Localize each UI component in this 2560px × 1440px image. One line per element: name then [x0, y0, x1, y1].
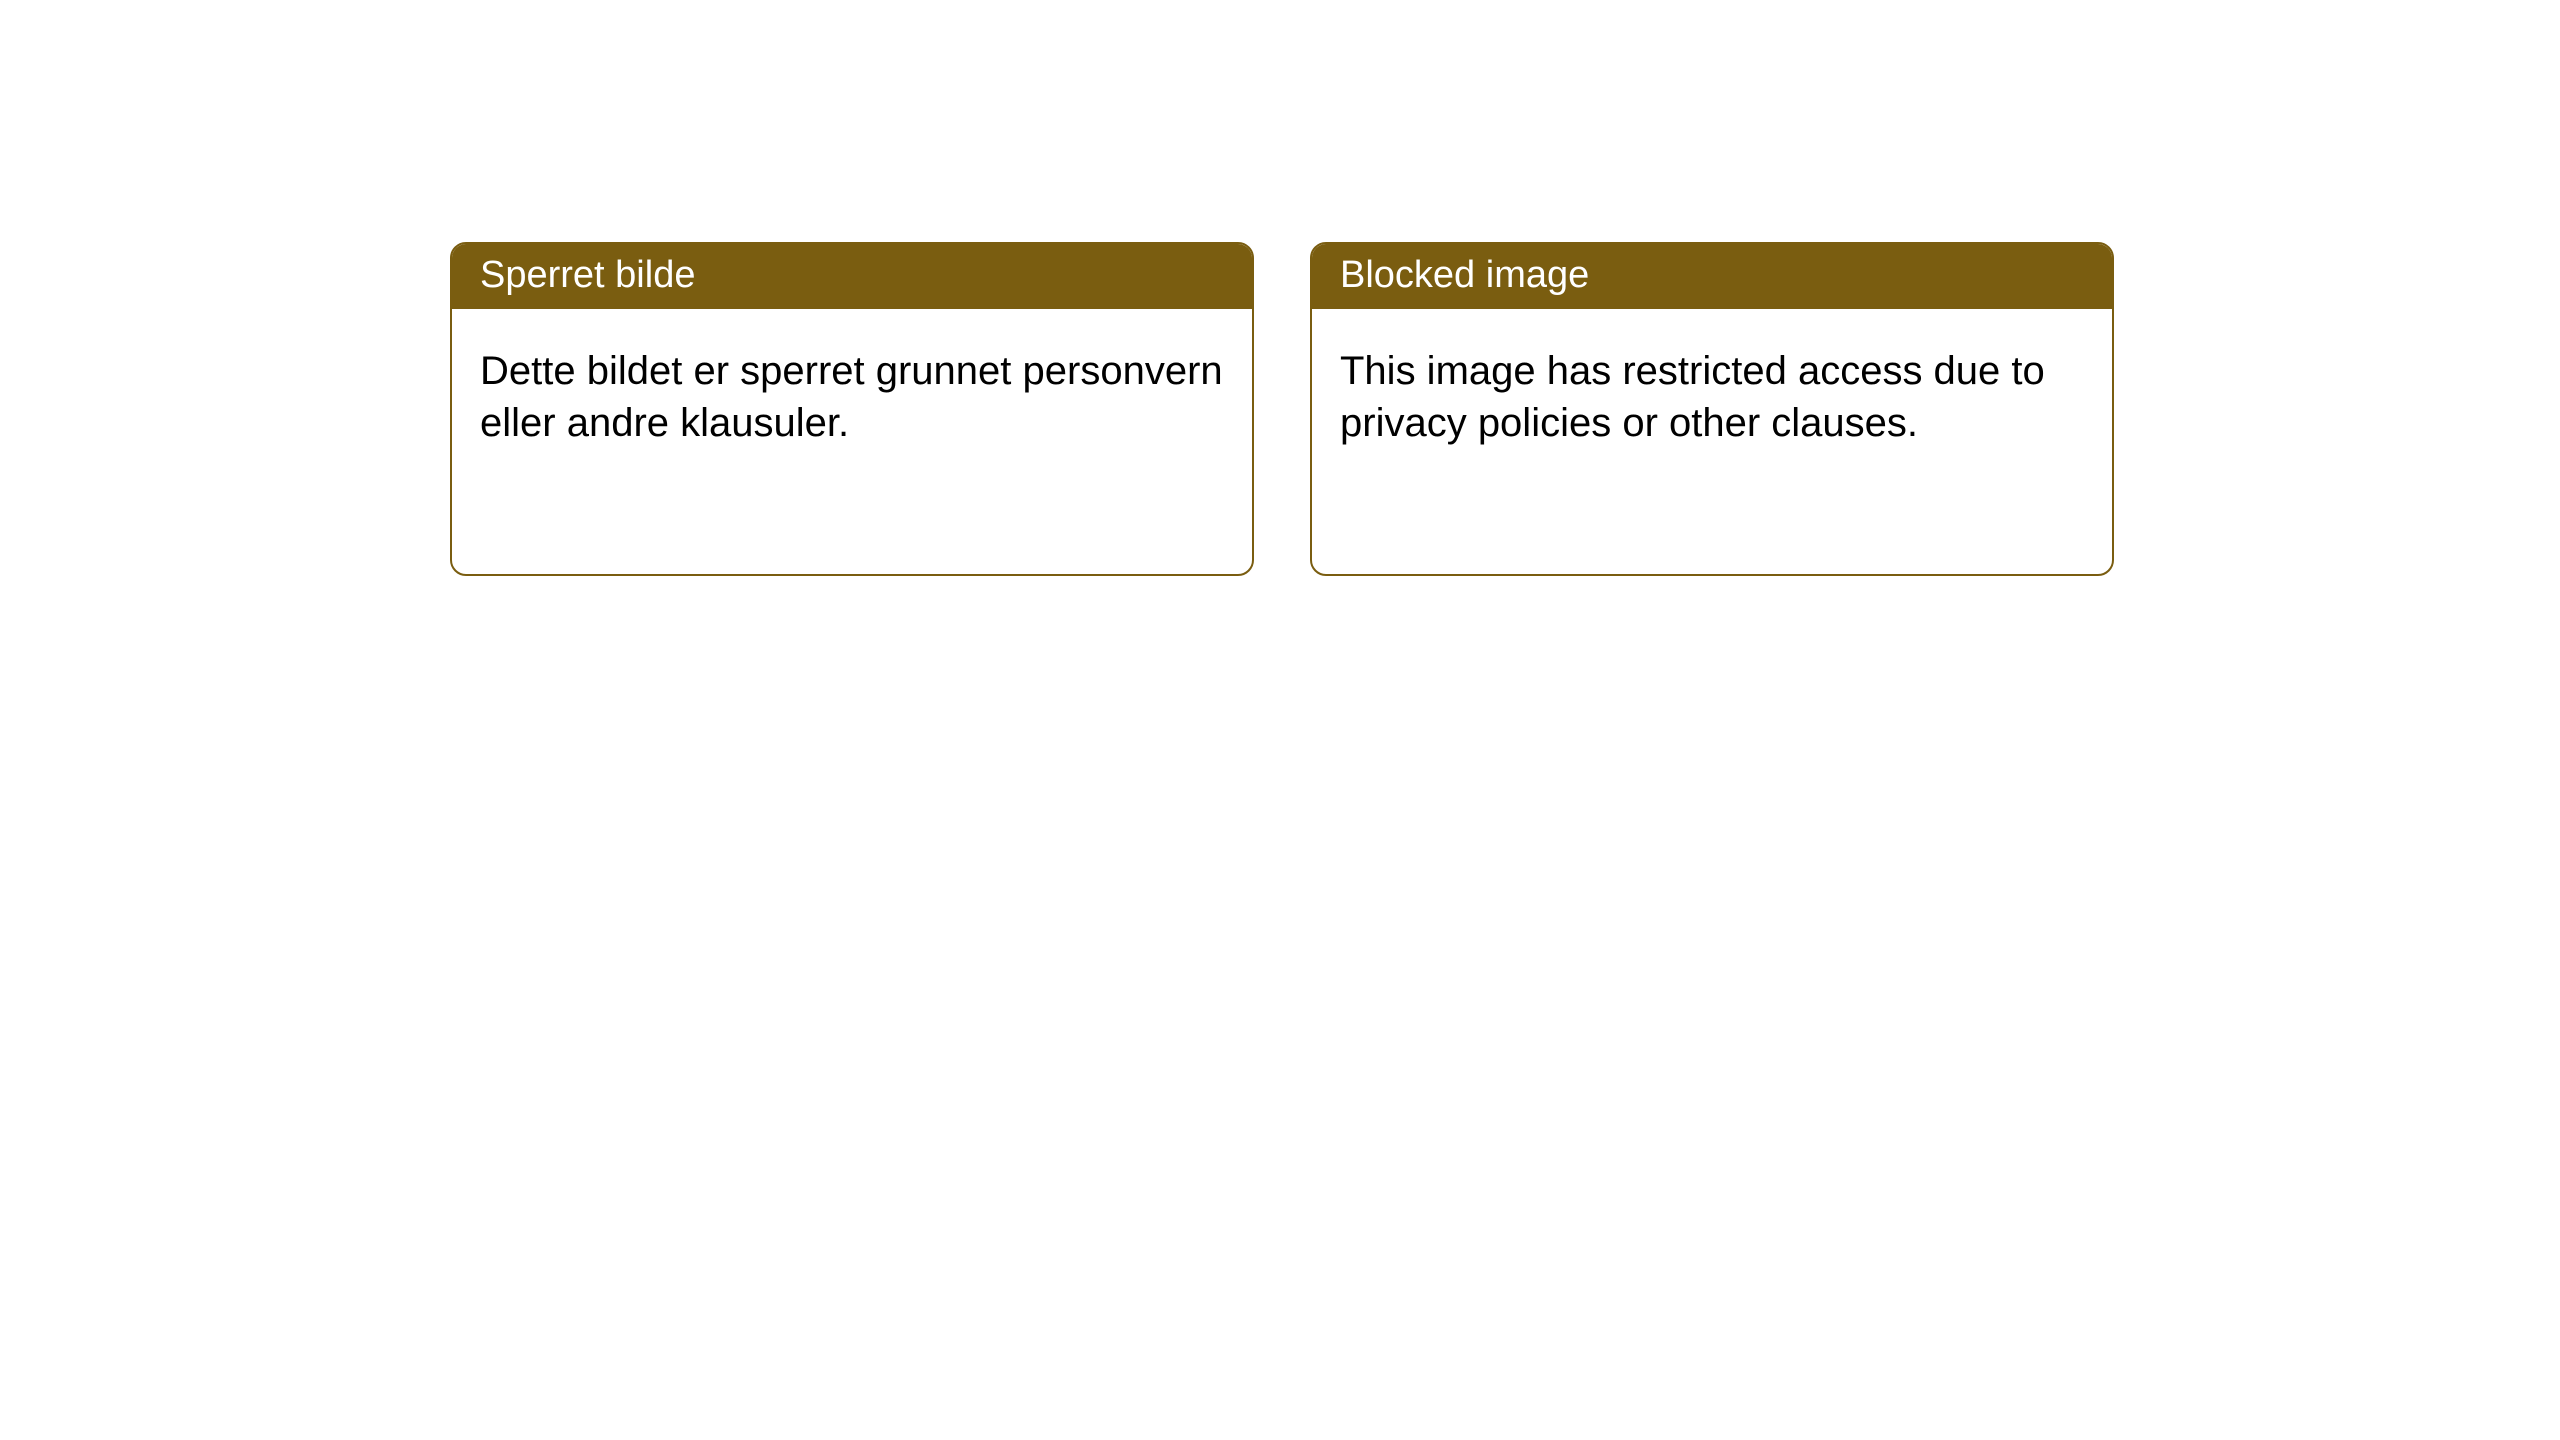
blocked-image-card-en: Blocked image This image has restricted …	[1310, 242, 2114, 576]
card-body: Dette bildet er sperret grunnet personve…	[452, 309, 1252, 477]
card-title: Blocked image	[1340, 254, 1589, 296]
card-header: Blocked image	[1312, 244, 2112, 309]
card-body: This image has restricted access due to …	[1312, 309, 2112, 477]
card-title: Sperret bilde	[480, 254, 695, 296]
card-body-text: This image has restricted access due to …	[1340, 349, 2045, 445]
notice-cards-container: Sperret bilde Dette bildet er sperret gr…	[0, 0, 2560, 576]
card-header: Sperret bilde	[452, 244, 1252, 309]
card-body-text: Dette bildet er sperret grunnet personve…	[480, 349, 1223, 445]
blocked-image-card-no: Sperret bilde Dette bildet er sperret gr…	[450, 242, 1254, 576]
